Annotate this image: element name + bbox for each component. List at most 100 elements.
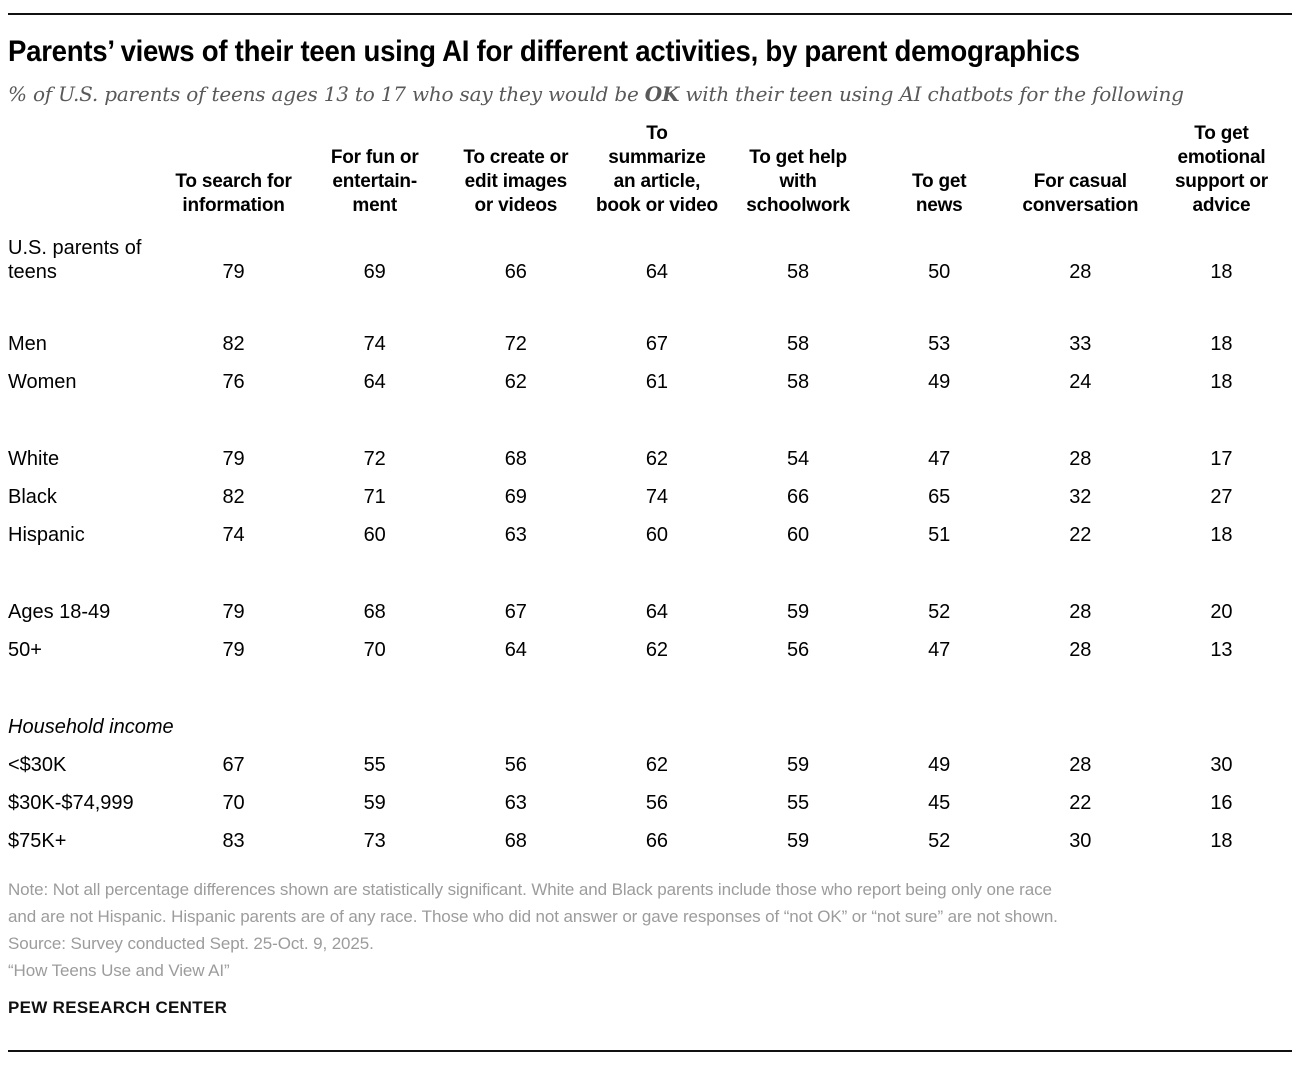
cell-value: 28 [1069, 261, 1092, 283]
cell-value: 62 [645, 448, 669, 470]
bottom-rule [8, 1050, 1292, 1052]
cell-value: 70 [222, 792, 245, 814]
cell-value: 18 [1210, 524, 1233, 546]
cell-value: 58 [786, 333, 810, 355]
top-rule [8, 13, 1292, 15]
column-headers: To search for information For fun or ente… [8, 114, 1292, 222]
source-text: Source: Survey conducted Sept. 25-Oct. 9… [8, 934, 374, 953]
cell-value: 32 [1069, 486, 1092, 508]
cell-value: 18 [1210, 830, 1233, 852]
cell-value: 22 [1069, 792, 1092, 814]
row-label: <$30K [8, 754, 67, 776]
cell-value: 74 [645, 486, 669, 508]
cell-value: 13 [1210, 639, 1233, 661]
cell-value: 79 [222, 639, 245, 661]
table-row: Hispanic 74 60 63 60 60 51 22 18 [8, 516, 1292, 554]
cell-value: 71 [363, 486, 386, 508]
pew-table-card: Parents’ views of their teen using AI fo… [0, 13, 1300, 1052]
row-label: $75K+ [8, 830, 67, 852]
table-row: $75K+ 83 73 68 66 59 52 30 18 [8, 822, 1292, 860]
cell-value: 51 [928, 524, 951, 546]
column-header-5: To get help with schoolwork [746, 147, 850, 216]
cell-value: 73 [363, 830, 386, 852]
cell-value: 72 [363, 448, 386, 470]
cell-value: 18 [1210, 261, 1233, 283]
row-label: U.S. parents of teens [8, 237, 142, 283]
cell-value: 52 [928, 601, 951, 623]
table-row: Ages 18-49 79 68 67 64 59 52 28 20 [8, 593, 1292, 631]
cell-value: 58 [786, 261, 810, 283]
row-label: $30K-$74,999 [8, 792, 134, 814]
cell-value: 67 [222, 754, 245, 776]
subtitle-suffix: with their teen using AI chatbots for th… [679, 82, 1184, 106]
note-text: Note: Not all percentage differences sho… [8, 880, 1058, 926]
report-title-text: “How Teens Use and View AI” [8, 961, 230, 980]
cell-value: 28 [1069, 639, 1092, 661]
page-title: Parents’ views of their teen using AI fo… [8, 35, 1080, 68]
cell-value: 67 [645, 333, 669, 355]
cell-value: 76 [222, 371, 245, 393]
cell-value: 33 [1069, 333, 1092, 355]
cell-value: 60 [645, 524, 669, 546]
cell-value: 45 [928, 792, 951, 814]
cell-value: 16 [1210, 792, 1233, 814]
cell-value: 59 [786, 754, 810, 776]
row-group: White 79 72 68 62 54 47 28 17 Black 82 71 69 74 66 65 32… [8, 440, 1292, 554]
cell-value: 79 [222, 448, 245, 470]
cell-value: 66 [786, 486, 810, 508]
cell-value: 79 [222, 261, 245, 283]
cell-value: 64 [504, 639, 527, 661]
column-header-3: To create or edit images or videos [463, 147, 569, 216]
row-label: Men [8, 333, 47, 355]
table-row: White 79 72 68 62 54 47 28 17 [8, 440, 1292, 478]
cell-value: 62 [504, 371, 527, 393]
table-row: Women 76 64 62 61 58 49 24 18 [8, 363, 1292, 401]
cell-value: 60 [363, 524, 386, 546]
table-row: Black 82 71 69 74 66 65 32 27 [8, 478, 1292, 516]
cell-value: 17 [1210, 448, 1233, 470]
cell-value: 66 [645, 830, 669, 852]
cell-value: 54 [786, 448, 810, 470]
cell-value: 30 [1069, 830, 1092, 852]
cell-value: 56 [645, 792, 669, 814]
column-header-6: To get news [911, 171, 967, 216]
cell-value: 59 [786, 830, 810, 852]
cell-value: 28 [1069, 754, 1092, 776]
cell-value: 56 [786, 639, 810, 661]
row-label: Hispanic [8, 524, 85, 546]
cell-value: 62 [645, 639, 669, 661]
cell-value: 47 [928, 448, 951, 470]
cell-value: 72 [504, 333, 527, 355]
cell-value: 18 [1210, 333, 1233, 355]
cell-value: 82 [222, 333, 245, 355]
cell-value: 20 [1210, 601, 1233, 623]
cell-value: 79 [222, 601, 245, 623]
cell-value: 49 [928, 754, 951, 776]
cell-value: 18 [1210, 371, 1233, 393]
cell-value: 65 [928, 486, 951, 508]
cell-value: 82 [222, 486, 245, 508]
cell-value: 50 [928, 261, 951, 283]
section-row: Household income [8, 708, 1292, 746]
cell-value: 74 [363, 333, 386, 355]
row-group: Ages 18-49 79 68 67 64 59 52 28 20 50+ 79 70 64 62 56 4… [8, 593, 1292, 669]
column-header-1: To search for information [175, 171, 292, 216]
subtitle-prefix: % of U.S. parents of teens ages 13 to 17… [8, 82, 645, 106]
row-label: Ages 18-49 [8, 601, 111, 623]
cell-value: 70 [363, 639, 386, 661]
cell-value: 24 [1069, 371, 1092, 393]
cell-value: 68 [363, 601, 386, 623]
cell-value: 55 [363, 754, 386, 776]
subtitle-bold-ok: OK [644, 82, 680, 106]
cell-value: 27 [1210, 486, 1233, 508]
row-group: U.S. parents of teens 79 69 66 64 58 50 28 18 [8, 222, 1292, 286]
cell-value: 68 [504, 448, 527, 470]
cell-value: 59 [786, 601, 810, 623]
cell-value: 64 [645, 601, 669, 623]
cell-value: 28 [1069, 601, 1092, 623]
table-row: 50+ 79 70 64 62 56 47 28 13 [8, 631, 1292, 669]
footer: Note: Not all percentage differences sho… [8, 876, 1292, 1018]
cell-value: 28 [1069, 448, 1092, 470]
cell-value: 58 [786, 371, 810, 393]
row-group: Household income <$30K 67 55 56 62 59 49 28 30 $30… [8, 708, 1292, 860]
